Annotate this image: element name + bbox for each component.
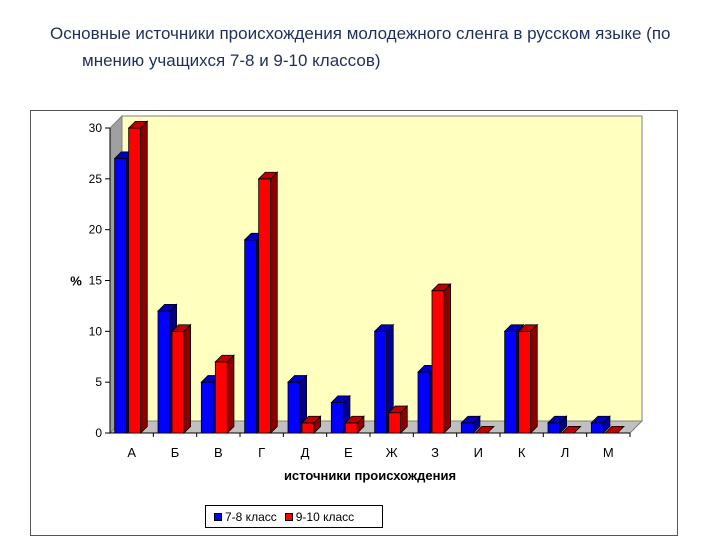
legend: 7-8 класс 9-10 класс — [205, 505, 383, 528]
bar-top-2-М — [604, 425, 625, 434]
y-tick-label: 25 — [89, 172, 103, 186]
bar-side-2-К — [530, 323, 538, 434]
bar-side-2-А — [140, 120, 148, 434]
bar-top-1-Ж — [373, 324, 395, 332]
x-tick-label: Ж — [386, 445, 398, 460]
x-tick-label: И — [474, 445, 483, 460]
bar-top-1-Б — [157, 303, 178, 312]
x-tick-label: З — [431, 445, 439, 460]
bar-side-2-В — [226, 354, 235, 434]
page-title: Основные источники происхождения молодеж… — [50, 24, 671, 70]
y-tick-label: 30 — [89, 121, 103, 135]
bar-1-Ж — [374, 330, 388, 434]
y-axis-label: % — [70, 274, 82, 289]
bar-top-2-Д — [301, 415, 322, 424]
x-tick-label: М — [603, 445, 614, 460]
bar-side-2-Г — [270, 171, 278, 434]
bar-top-1-К — [503, 324, 525, 332]
x-tick-label: В — [214, 445, 223, 460]
bar-top-1-М — [590, 415, 611, 424]
bar-top-2-Г — [257, 171, 279, 180]
bar-1-Е — [330, 402, 344, 434]
bar-2-А — [128, 127, 142, 434]
bar-1-Л — [547, 422, 561, 434]
bar-top-2-Ж — [387, 405, 409, 414]
bar-1-А — [114, 158, 128, 434]
bar-1-М — [590, 422, 604, 434]
legend-swatch-series-2 — [284, 512, 293, 521]
bar-1-З — [417, 371, 431, 434]
bar-2-Б — [171, 330, 185, 434]
bar-side-2-Б — [183, 323, 192, 434]
legend-item-series-1: 7-8 класс — [214, 510, 277, 524]
bar-top-2-А — [127, 121, 149, 129]
y-tick-label: 10 — [89, 324, 103, 338]
y-tick-label: 5 — [95, 375, 102, 389]
legend-label-series-2: 9-10 класс — [295, 509, 355, 524]
bar-1-Д — [287, 381, 301, 434]
bar-1-И — [460, 422, 474, 434]
bar-2-Е — [344, 422, 358, 434]
bar-1-В — [200, 381, 214, 434]
y-tick-label: 0 — [95, 426, 102, 440]
bar-top-1-Е — [330, 395, 351, 403]
bar-2-В — [214, 361, 228, 434]
legend-swatch-series-1 — [214, 512, 222, 521]
bar-top-2-З — [431, 283, 452, 292]
bar-2-Д — [301, 422, 315, 434]
bar-top-1-И — [460, 415, 481, 424]
bar-top-1-Д — [287, 375, 308, 383]
bar-top-2-И — [474, 425, 495, 434]
legend-item-series-2: 9-10 класс — [284, 509, 355, 524]
x-tick-label: Е — [344, 445, 353, 460]
x-axis-label: источники происхождения — [284, 468, 456, 483]
x-tick-label: Д — [301, 445, 310, 460]
bar-1-Б — [157, 310, 171, 434]
y-tick-label: 20 — [89, 223, 103, 237]
bar-top-2-Л — [561, 425, 582, 434]
y-tick-label: 15 — [89, 274, 103, 288]
bar-2-К — [518, 330, 532, 434]
bar-2-Ж — [388, 412, 402, 434]
bar-2-Г — [258, 178, 272, 434]
legend-label-series-1: 7-8 класс — [225, 509, 277, 524]
bar-top-2-Б — [171, 324, 192, 332]
bar-top-2-К — [517, 324, 539, 332]
bar-top-2-Е — [344, 415, 365, 424]
bar-1-К — [504, 330, 518, 434]
bar-top-2-В — [214, 354, 235, 363]
bar-2-З — [431, 290, 445, 434]
bar-1-Г — [244, 239, 258, 434]
x-tick-label: Б — [171, 445, 180, 460]
x-tick-label: Л — [561, 445, 570, 460]
x-tick-label: А — [127, 445, 136, 460]
bar-side-2-З — [443, 283, 452, 434]
bar-top-1-Л — [547, 415, 568, 424]
x-tick-label: К — [518, 445, 526, 460]
x-tick-label: Г — [258, 445, 265, 460]
